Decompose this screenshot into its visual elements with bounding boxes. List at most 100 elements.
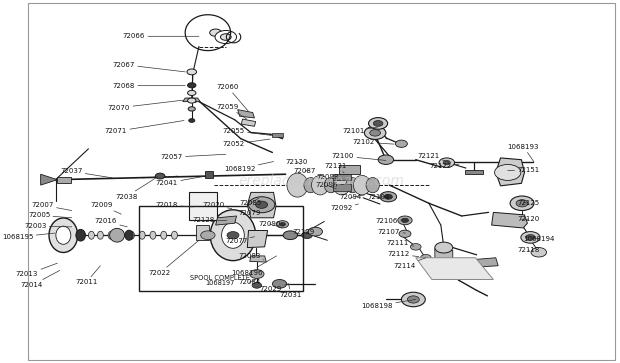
Circle shape — [384, 194, 392, 199]
Text: 72011: 72011 — [75, 266, 100, 285]
Text: 72085: 72085 — [239, 198, 262, 206]
Circle shape — [380, 192, 397, 202]
Ellipse shape — [161, 231, 167, 239]
Ellipse shape — [97, 231, 104, 239]
Text: 72013: 72013 — [16, 263, 58, 277]
Text: 72055: 72055 — [223, 128, 271, 135]
Text: 72084: 72084 — [238, 278, 260, 285]
Circle shape — [302, 232, 312, 238]
Text: 72041: 72041 — [156, 176, 204, 186]
Text: 72079: 72079 — [238, 208, 260, 216]
Ellipse shape — [110, 228, 125, 242]
Text: 72101: 72101 — [342, 127, 378, 134]
Text: 72094: 72094 — [340, 195, 365, 200]
Circle shape — [250, 270, 264, 278]
Text: 72052: 72052 — [223, 139, 270, 147]
Text: 72120: 72120 — [517, 216, 539, 222]
Bar — [140, 206, 303, 291]
Ellipse shape — [76, 229, 86, 241]
Circle shape — [531, 248, 547, 257]
Text: 72130: 72130 — [286, 159, 308, 164]
Text: 72151: 72151 — [508, 167, 539, 172]
Ellipse shape — [118, 231, 124, 239]
Circle shape — [401, 218, 409, 223]
Text: 72003: 72003 — [24, 223, 72, 229]
Text: ereplacementparts.com: ereplacementparts.com — [238, 175, 404, 188]
Ellipse shape — [128, 231, 135, 239]
Text: 72114: 72114 — [394, 258, 426, 269]
Text: 72038: 72038 — [115, 177, 157, 200]
Text: 72106: 72106 — [376, 219, 405, 224]
Circle shape — [439, 158, 454, 167]
Polygon shape — [247, 192, 276, 218]
Text: 72104: 72104 — [367, 195, 389, 200]
Text: 72029: 72029 — [260, 284, 288, 292]
Text: 72129: 72129 — [292, 227, 316, 234]
Text: 72018: 72018 — [156, 202, 193, 208]
Polygon shape — [435, 249, 453, 265]
Text: 72060: 72060 — [216, 84, 249, 111]
Text: 72020: 72020 — [202, 202, 232, 209]
Polygon shape — [183, 98, 200, 102]
Circle shape — [283, 231, 298, 240]
Circle shape — [516, 200, 528, 207]
Circle shape — [188, 107, 195, 111]
Bar — [334, 184, 351, 191]
Ellipse shape — [140, 231, 145, 239]
Circle shape — [221, 34, 231, 40]
Ellipse shape — [49, 218, 78, 253]
Ellipse shape — [89, 231, 94, 239]
Text: 72066: 72066 — [123, 33, 199, 39]
Text: 72090: 72090 — [259, 221, 282, 228]
Polygon shape — [416, 258, 494, 280]
Text: 72112: 72112 — [388, 251, 418, 257]
Circle shape — [521, 232, 540, 243]
Circle shape — [255, 201, 268, 208]
Circle shape — [401, 292, 425, 307]
Text: 72122: 72122 — [430, 163, 459, 169]
Text: 72102: 72102 — [353, 139, 394, 145]
Text: 72125: 72125 — [517, 200, 539, 206]
Circle shape — [210, 29, 221, 36]
Polygon shape — [474, 258, 498, 267]
Circle shape — [526, 234, 535, 240]
Text: 72107: 72107 — [378, 229, 405, 235]
Circle shape — [373, 121, 383, 126]
Circle shape — [398, 216, 412, 225]
Bar — [465, 170, 482, 174]
Bar — [205, 171, 213, 178]
Text: 1068194: 1068194 — [523, 236, 555, 242]
Bar — [272, 133, 283, 137]
Circle shape — [156, 173, 165, 179]
Text: 72070: 72070 — [108, 100, 183, 111]
Text: 72083: 72083 — [238, 253, 264, 260]
Circle shape — [510, 196, 534, 211]
Text: 1068195: 1068195 — [2, 233, 55, 240]
Polygon shape — [237, 110, 254, 118]
Text: 72118: 72118 — [517, 247, 539, 253]
Text: 72100: 72100 — [332, 153, 386, 160]
Bar — [188, 192, 218, 220]
Text: 72009: 72009 — [90, 202, 122, 214]
Ellipse shape — [287, 173, 308, 197]
Polygon shape — [41, 174, 58, 185]
Text: 1068196: 1068196 — [231, 256, 277, 276]
Text: 72092: 72092 — [330, 204, 358, 211]
Text: 72111: 72111 — [386, 240, 414, 246]
Ellipse shape — [221, 222, 244, 248]
Circle shape — [280, 223, 286, 226]
Circle shape — [407, 296, 419, 303]
Text: 72005: 72005 — [28, 212, 72, 218]
Circle shape — [495, 164, 521, 180]
Circle shape — [249, 197, 275, 213]
Ellipse shape — [324, 178, 338, 193]
Text: 72016: 72016 — [95, 219, 127, 227]
Bar — [58, 177, 71, 183]
Bar — [196, 225, 209, 240]
Polygon shape — [216, 216, 237, 225]
Ellipse shape — [125, 230, 133, 240]
Text: 1068192: 1068192 — [224, 162, 273, 172]
Bar — [339, 165, 360, 174]
Bar — [334, 174, 351, 180]
Circle shape — [420, 254, 432, 261]
